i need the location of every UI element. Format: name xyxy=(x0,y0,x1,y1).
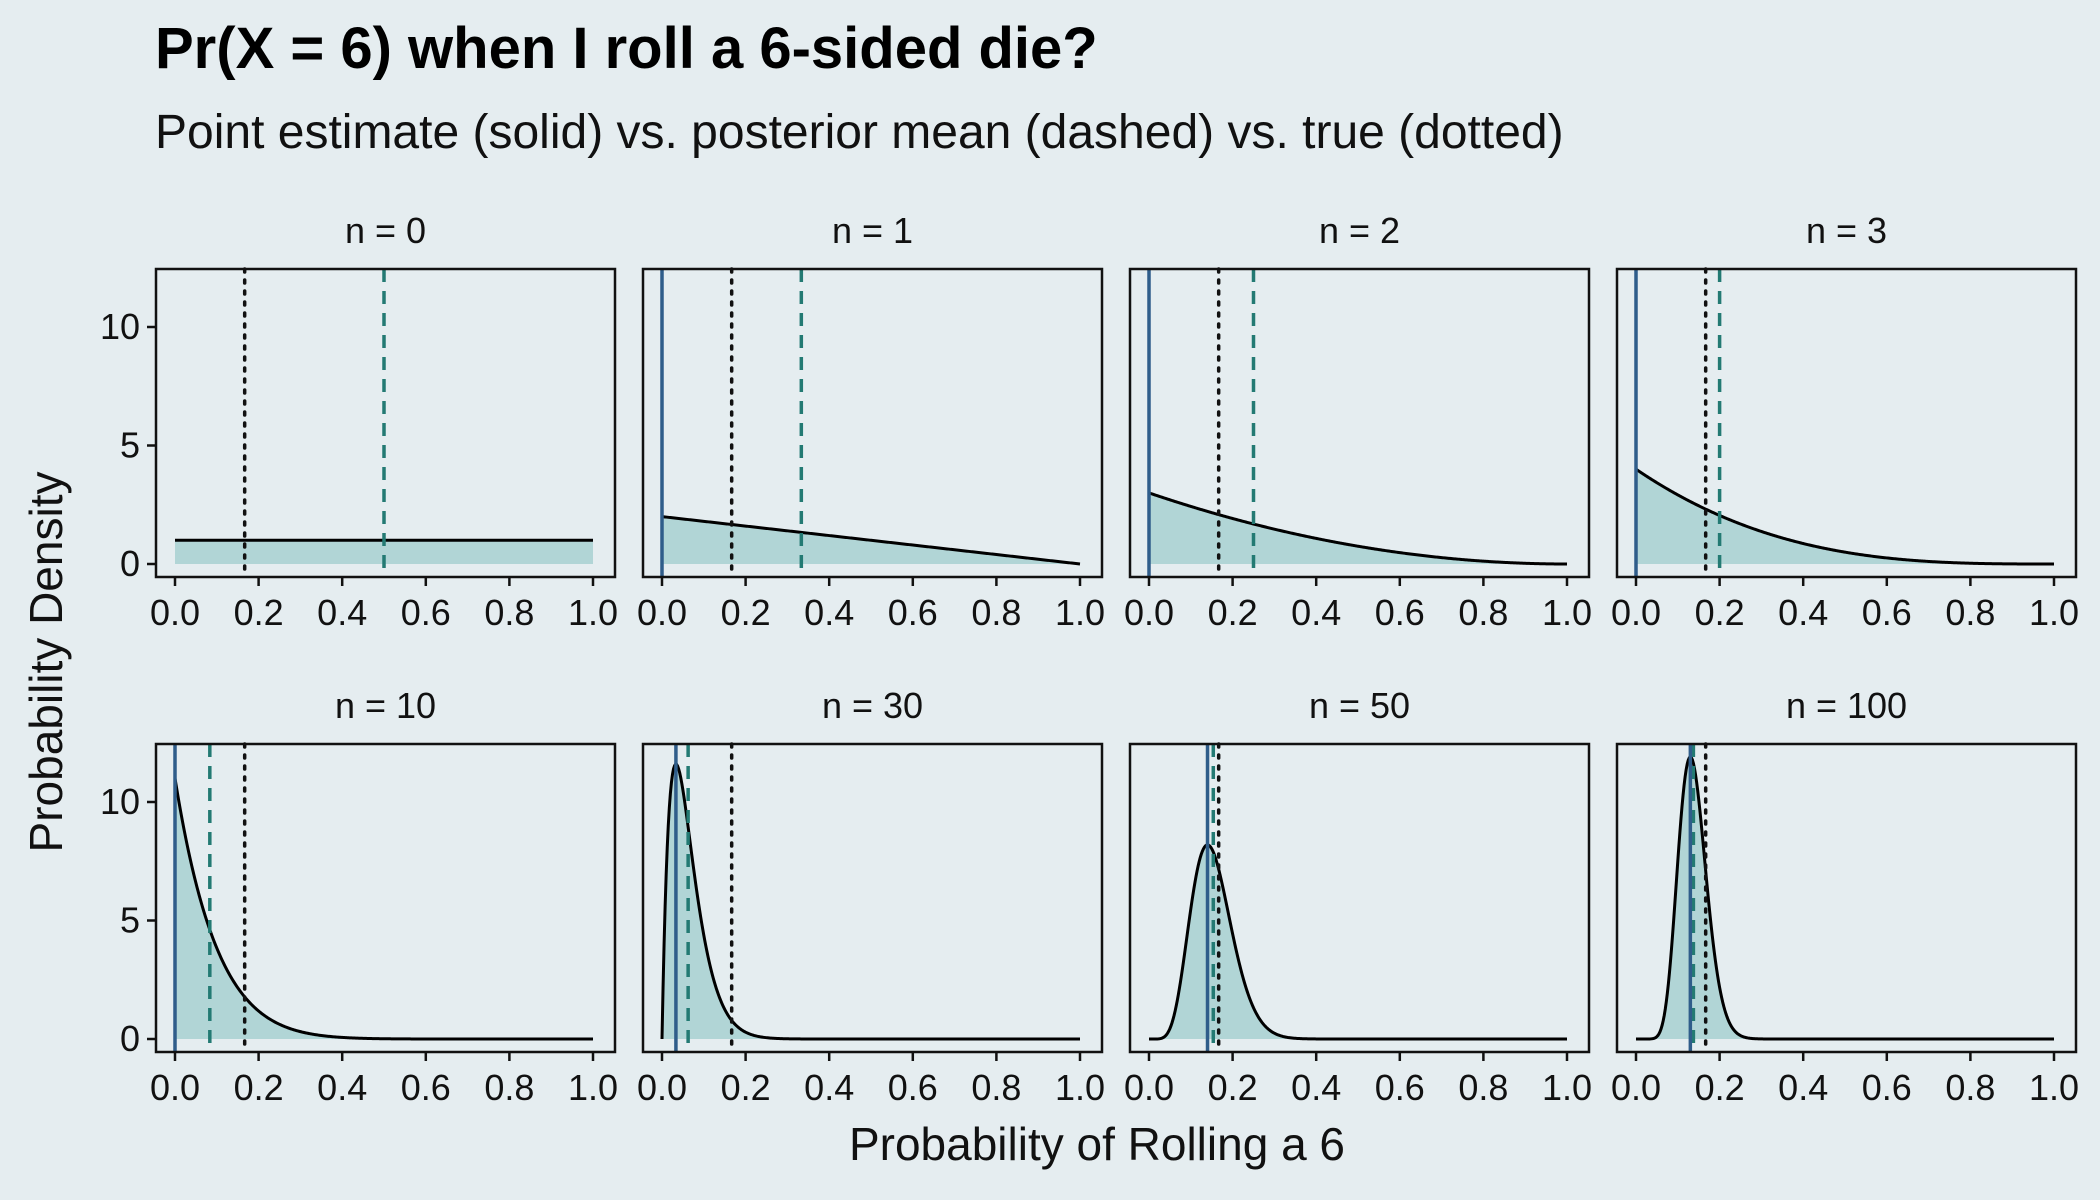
panel-border xyxy=(154,267,617,579)
x-tick-label: 0.8 xyxy=(971,1067,1021,1108)
x-tick-label: 0.2 xyxy=(721,1067,771,1108)
y-axis-title: Probability Density xyxy=(20,472,72,853)
x-tick-label: 0.6 xyxy=(1375,1067,1425,1108)
panel-border xyxy=(154,742,617,1054)
chart-title: Pr(X = 6) when I roll a 6-sided die? xyxy=(155,16,1098,81)
x-tick-label: 1.0 xyxy=(1542,592,1592,633)
panel-border xyxy=(641,267,1104,579)
facet-panel: n = 3 0.0 0.2 0.4 0.6 0.8 1.0 xyxy=(1611,210,2079,633)
x-tick-label: 1.0 xyxy=(1542,1067,1592,1108)
y-tick-label: 5 xyxy=(120,900,140,941)
y-tick-label: 10 xyxy=(100,781,140,822)
chart-subtitle: Point estimate (solid) vs. posterior mea… xyxy=(155,106,1564,159)
panel-border xyxy=(1615,742,2078,1054)
x-tick-label: 0.2 xyxy=(1695,592,1745,633)
x-tick-label: 0.6 xyxy=(888,1067,938,1108)
facet-label: n = 0 xyxy=(345,210,426,251)
facet-label: n = 10 xyxy=(335,685,436,726)
x-tick-label: 0.4 xyxy=(317,592,367,633)
x-tick-label: 0.8 xyxy=(1458,592,1508,633)
x-tick-label: 0.6 xyxy=(1862,592,1912,633)
panel-border xyxy=(641,742,1104,1054)
x-tick-label: 0.2 xyxy=(1695,1067,1745,1108)
x-tick-label: 0.0 xyxy=(637,592,687,633)
x-tick-label: 1.0 xyxy=(568,1067,618,1108)
x-tick-label: 0.0 xyxy=(1124,1067,1174,1108)
x-tick-label: 0.0 xyxy=(637,1067,687,1108)
facet-panels: n = 0 0.0 0.2 0.4 0.6 0.8 1.0 0 5 10 n = 1 0.0 0.2 0.… xyxy=(100,210,2079,1108)
x-tick-label: 0.0 xyxy=(150,1067,200,1108)
x-tick-label: 0.8 xyxy=(1945,592,1995,633)
x-tick-label: 0.2 xyxy=(721,592,771,633)
x-tick-label: 0.6 xyxy=(1862,1067,1912,1108)
panel-border xyxy=(1128,742,1591,1054)
facet-panel: n = 10 0.0 0.2 0.4 0.6 0.8 1.0 0 5 10 xyxy=(100,685,618,1108)
density-area xyxy=(1636,756,2054,1039)
x-tick-label: 0.2 xyxy=(1208,592,1258,633)
density-area xyxy=(1149,844,1567,1039)
x-tick-label: 0.6 xyxy=(888,592,938,633)
y-tick-label: 10 xyxy=(100,306,140,347)
x-tick-label: 0.4 xyxy=(1778,592,1828,633)
x-tick-label: 0.4 xyxy=(1291,1067,1341,1108)
density-area xyxy=(175,778,593,1039)
x-tick-label: 0.4 xyxy=(1778,1067,1828,1108)
facet-panel: n = 2 0.0 0.2 0.4 0.6 0.8 1.0 xyxy=(1124,210,1592,633)
facet-label: n = 2 xyxy=(1319,210,1400,251)
x-tick-label: 1.0 xyxy=(2029,1067,2079,1108)
x-tick-label: 1.0 xyxy=(1055,592,1105,633)
x-tick-label: 0.6 xyxy=(401,1067,451,1108)
facet-panel: n = 100 0.0 0.2 0.4 0.6 0.8 1.0 xyxy=(1611,685,2079,1108)
density-area xyxy=(1149,492,1567,564)
density-area xyxy=(1636,469,2054,564)
x-tick-label: 0.0 xyxy=(1124,592,1174,633)
facet-label: n = 50 xyxy=(1309,685,1410,726)
density-curve xyxy=(660,762,1080,1041)
x-tick-label: 0.0 xyxy=(1611,1067,1661,1108)
x-tick-label: 0.2 xyxy=(234,1067,284,1108)
facet-panel: n = 30 0.0 0.2 0.4 0.6 0.8 1.0 xyxy=(637,685,1105,1108)
density-area xyxy=(662,764,1080,1039)
x-tick-label: 0.8 xyxy=(484,1067,534,1108)
facet-label: n = 30 xyxy=(822,685,923,726)
y-tick-label: 5 xyxy=(120,425,140,466)
x-tick-label: 0.4 xyxy=(804,1067,854,1108)
density-curve xyxy=(1636,755,2054,1041)
x-tick-label: 0.2 xyxy=(234,592,284,633)
facet-label: n = 100 xyxy=(1786,685,1907,726)
x-tick-label: 0.2 xyxy=(1208,1067,1258,1108)
panel-border xyxy=(1128,267,1591,579)
x-tick-label: 0.6 xyxy=(1375,592,1425,633)
x-tick-label: 0.6 xyxy=(401,592,451,633)
x-tick-label: 0.8 xyxy=(484,592,534,633)
facet-panel: n = 0 0.0 0.2 0.4 0.6 0.8 1.0 0 5 10 xyxy=(100,210,618,633)
facet-label: n = 3 xyxy=(1806,210,1887,251)
x-tick-label: 1.0 xyxy=(1055,1067,1105,1108)
x-tick-label: 1.0 xyxy=(2029,592,2079,633)
x-tick-label: 1.0 xyxy=(568,592,618,633)
x-tick-label: 0.8 xyxy=(971,592,1021,633)
facet-panel: n = 1 0.0 0.2 0.4 0.6 0.8 1.0 xyxy=(637,210,1105,633)
x-tick-label: 0.0 xyxy=(1611,592,1661,633)
x-tick-label: 0.4 xyxy=(1291,592,1341,633)
x-axis-title: Probability of Rolling a 6 xyxy=(849,1118,1345,1170)
facet-panel: n = 50 0.0 0.2 0.4 0.6 0.8 1.0 xyxy=(1124,685,1592,1108)
density-area xyxy=(175,540,593,564)
panel-border xyxy=(1615,267,2078,579)
y-tick-label: 0 xyxy=(120,1018,140,1059)
x-tick-label: 0.4 xyxy=(804,592,854,633)
x-tick-label: 0.8 xyxy=(1458,1067,1508,1108)
x-tick-label: 0.0 xyxy=(150,592,200,633)
x-tick-label: 0.4 xyxy=(317,1067,367,1108)
density-curve xyxy=(1635,467,2054,566)
facet-label: n = 1 xyxy=(832,210,913,251)
y-tick-label: 0 xyxy=(120,543,140,584)
x-tick-label: 0.8 xyxy=(1945,1067,1995,1108)
